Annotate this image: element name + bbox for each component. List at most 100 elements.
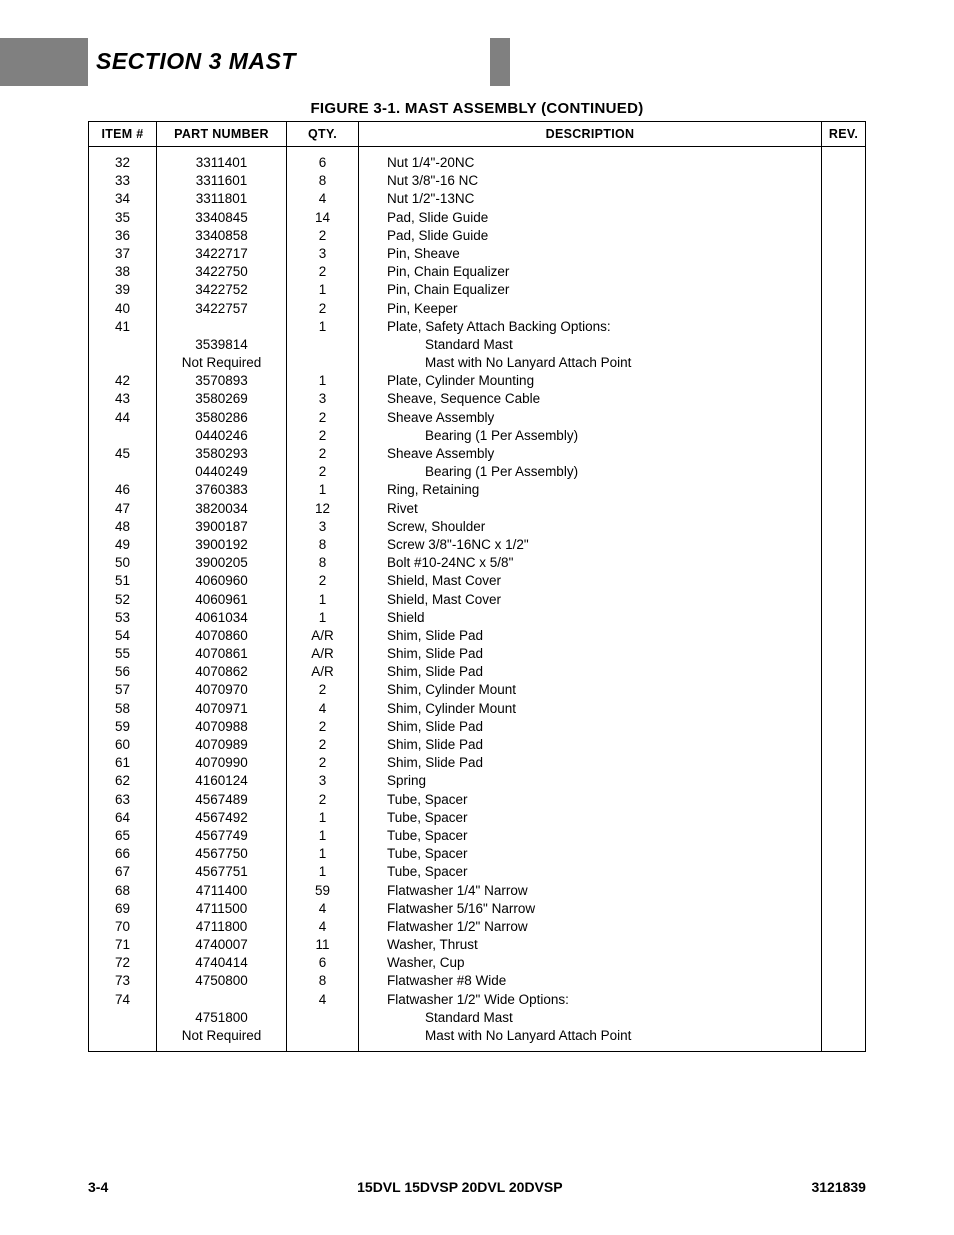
cell-item: 60: [89, 735, 157, 753]
cell-part: Not Required: [157, 353, 287, 371]
cell-qty: 1: [287, 317, 359, 335]
table-row: 4751800Standard Mast: [89, 1008, 866, 1026]
table-row: 744Flatwasher 1/2" Wide Options:: [89, 990, 866, 1008]
cell-item: 48: [89, 517, 157, 535]
cell-qty: [287, 335, 359, 353]
cell-part: 3580269: [157, 390, 287, 408]
table-header-row: ITEM # PART NUMBER QTY. DESCRIPTION REV.: [89, 122, 866, 147]
table-row: Not Required Mast with No Lanyard Attach …: [89, 353, 866, 371]
cell-rev: [822, 717, 866, 735]
cell-desc: Bearing (1 Per Assembly): [359, 463, 822, 481]
cell-desc: Tube, Spacer: [359, 826, 822, 844]
cell-desc: Flatwasher 1/4" Narrow: [359, 881, 822, 899]
table-row: Not RequiredMast with No Lanyard Attach …: [89, 1026, 866, 1051]
cell-part: 4711500: [157, 899, 287, 917]
cell-desc: Screw 3/8"-16NC x 1/2": [359, 535, 822, 553]
cell-qty: 1: [287, 608, 359, 626]
cell-rev: [822, 208, 866, 226]
table-row: 554070861A/RShim, Slide Pad: [89, 644, 866, 662]
cell-part: 4711800: [157, 917, 287, 935]
table-row: 6040709892Shim, Slide Pad: [89, 735, 866, 753]
cell-part: 4740414: [157, 954, 287, 972]
table-row: 4034227572Pin, Keeper: [89, 299, 866, 317]
parts-table: ITEM # PART NUMBER QTY. DESCRIPTION REV.…: [88, 121, 866, 1052]
cell-desc: Sheave Assembly: [359, 444, 822, 462]
page-footer: 3-4 15DVL 15DVSP 20DVL 20DVSP 3121839: [88, 1179, 866, 1195]
cell-part: 3570893: [157, 372, 287, 390]
cell-desc: Pin, Chain Equalizer: [359, 263, 822, 281]
section-title: SECTION 3 MAST: [96, 48, 296, 75]
cell-qty: A/R: [287, 626, 359, 644]
table-row: 3633408582Pad, Slide Guide: [89, 226, 866, 244]
cell-part: 4567492: [157, 808, 287, 826]
cell-item: 58: [89, 699, 157, 717]
cell-item: [89, 1008, 157, 1026]
cell-item: 36: [89, 226, 157, 244]
cell-item: 41: [89, 317, 157, 335]
cell-qty: 2: [287, 735, 359, 753]
cell-item: 37: [89, 244, 157, 262]
cell-part: 4711400: [157, 881, 287, 899]
table-row: 04402492Bearing (1 Per Assembly): [89, 463, 866, 481]
cell-qty: 3: [287, 772, 359, 790]
cell-part: 3760383: [157, 481, 287, 499]
cell-desc: Ring, Retaining: [359, 481, 822, 499]
cell-item: 65: [89, 826, 157, 844]
footer-page-number: 3-4: [88, 1179, 108, 1195]
cell-part: 4160124: [157, 772, 287, 790]
table-row: 7247404146Washer, Cup: [89, 954, 866, 972]
cell-part: [157, 990, 287, 1008]
cell-part: 3311801: [157, 190, 287, 208]
cell-item: 34: [89, 190, 157, 208]
cell-item: 59: [89, 717, 157, 735]
cell-desc: Tube, Spacer: [359, 863, 822, 881]
cell-desc: Pad, Slide Guide: [359, 226, 822, 244]
cell-rev: [822, 754, 866, 772]
cell-desc: Flatwasher 1/2" Narrow: [359, 917, 822, 935]
cell-item: 50: [89, 554, 157, 572]
cell-rev: [822, 226, 866, 244]
cell-rev: [822, 772, 866, 790]
cell-qty: [287, 1008, 359, 1026]
cell-rev: [822, 147, 866, 172]
table-row: 3333116018Nut 3/8"-16 NC: [89, 172, 866, 190]
cell-part: 3422717: [157, 244, 287, 262]
cell-qty: 3: [287, 244, 359, 262]
cell-qty: A/R: [287, 644, 359, 662]
cell-desc: Shim, Cylinder Mount: [359, 681, 822, 699]
table-row: 5340610341Shield: [89, 608, 866, 626]
cell-part: 3580286: [157, 408, 287, 426]
cell-desc: Sheave, Sequence Cable: [359, 390, 822, 408]
cell-item: 32: [89, 147, 157, 172]
table-row: 3233114016Nut 1/4"-20NC: [89, 147, 866, 172]
cell-qty: 2: [287, 226, 359, 244]
cell-rev: [822, 572, 866, 590]
cell-rev: [822, 244, 866, 262]
cell-desc: Nut 1/4"-20NC: [359, 147, 822, 172]
cell-item: 67: [89, 863, 157, 881]
cell-desc: Nut 1/2"-13NC: [359, 190, 822, 208]
cell-desc: Mast with No Lanyard Attach Point: [359, 353, 822, 371]
page-header: SECTION 3 MAST: [0, 0, 954, 38]
cell-qty: 2: [287, 790, 359, 808]
cell-rev: [822, 517, 866, 535]
table-row: 564070862A/RShim, Slide Pad: [89, 663, 866, 681]
header-desc: DESCRIPTION: [359, 122, 822, 147]
cell-item: 55: [89, 644, 157, 662]
cell-desc: Standard Mast: [359, 1008, 822, 1026]
cell-part: 4070989: [157, 735, 287, 753]
cell-part: 3311401: [157, 147, 287, 172]
cell-qty: 8: [287, 554, 359, 572]
cell-item: 35: [89, 208, 157, 226]
cell-rev: [822, 390, 866, 408]
cell-qty: 1: [287, 863, 359, 881]
cell-desc: Shield, Mast Cover: [359, 590, 822, 608]
cell-item: [89, 1026, 157, 1051]
cell-qty: 6: [287, 147, 359, 172]
cell-desc: Washer, Thrust: [359, 935, 822, 953]
table-row: 4335802693Sheave, Sequence Cable: [89, 390, 866, 408]
table-row: 4839001873Screw, Shoulder: [89, 517, 866, 535]
cell-qty: 2: [287, 444, 359, 462]
table-row: 7347508008Flatwasher #8 Wide: [89, 972, 866, 990]
table-row: 5940709882Shim, Slide Pad: [89, 717, 866, 735]
